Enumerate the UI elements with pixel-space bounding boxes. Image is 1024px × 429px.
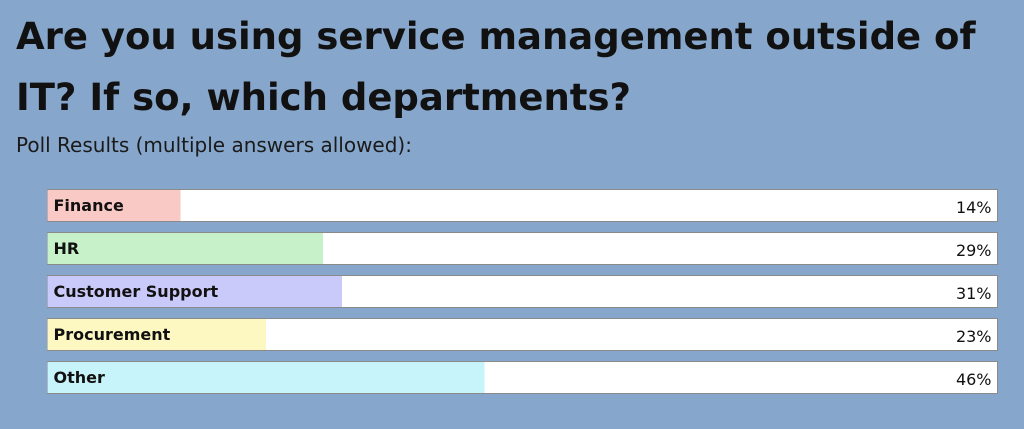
category-label: HR [54, 239, 80, 258]
bar [47, 276, 342, 307]
chart-title: Are you using service management outside… [16, 15, 976, 119]
value-label: 29% [956, 241, 992, 260]
value-label: 46% [956, 370, 992, 389]
chart-subtitle: Poll Results (multiple answers allowed): [16, 133, 412, 157]
value-label: 14% [956, 198, 992, 217]
bar [47, 190, 181, 221]
category-label: Other [54, 368, 105, 387]
bar-track [47, 189, 998, 222]
bar [47, 319, 266, 350]
category-label: Finance [54, 196, 124, 215]
category-label: Customer Support [54, 282, 219, 301]
bar [47, 233, 323, 264]
value-label: 31% [956, 284, 992, 303]
category-label: Procurement [54, 325, 171, 344]
value-label: 23% [956, 327, 992, 346]
bar [47, 362, 485, 393]
